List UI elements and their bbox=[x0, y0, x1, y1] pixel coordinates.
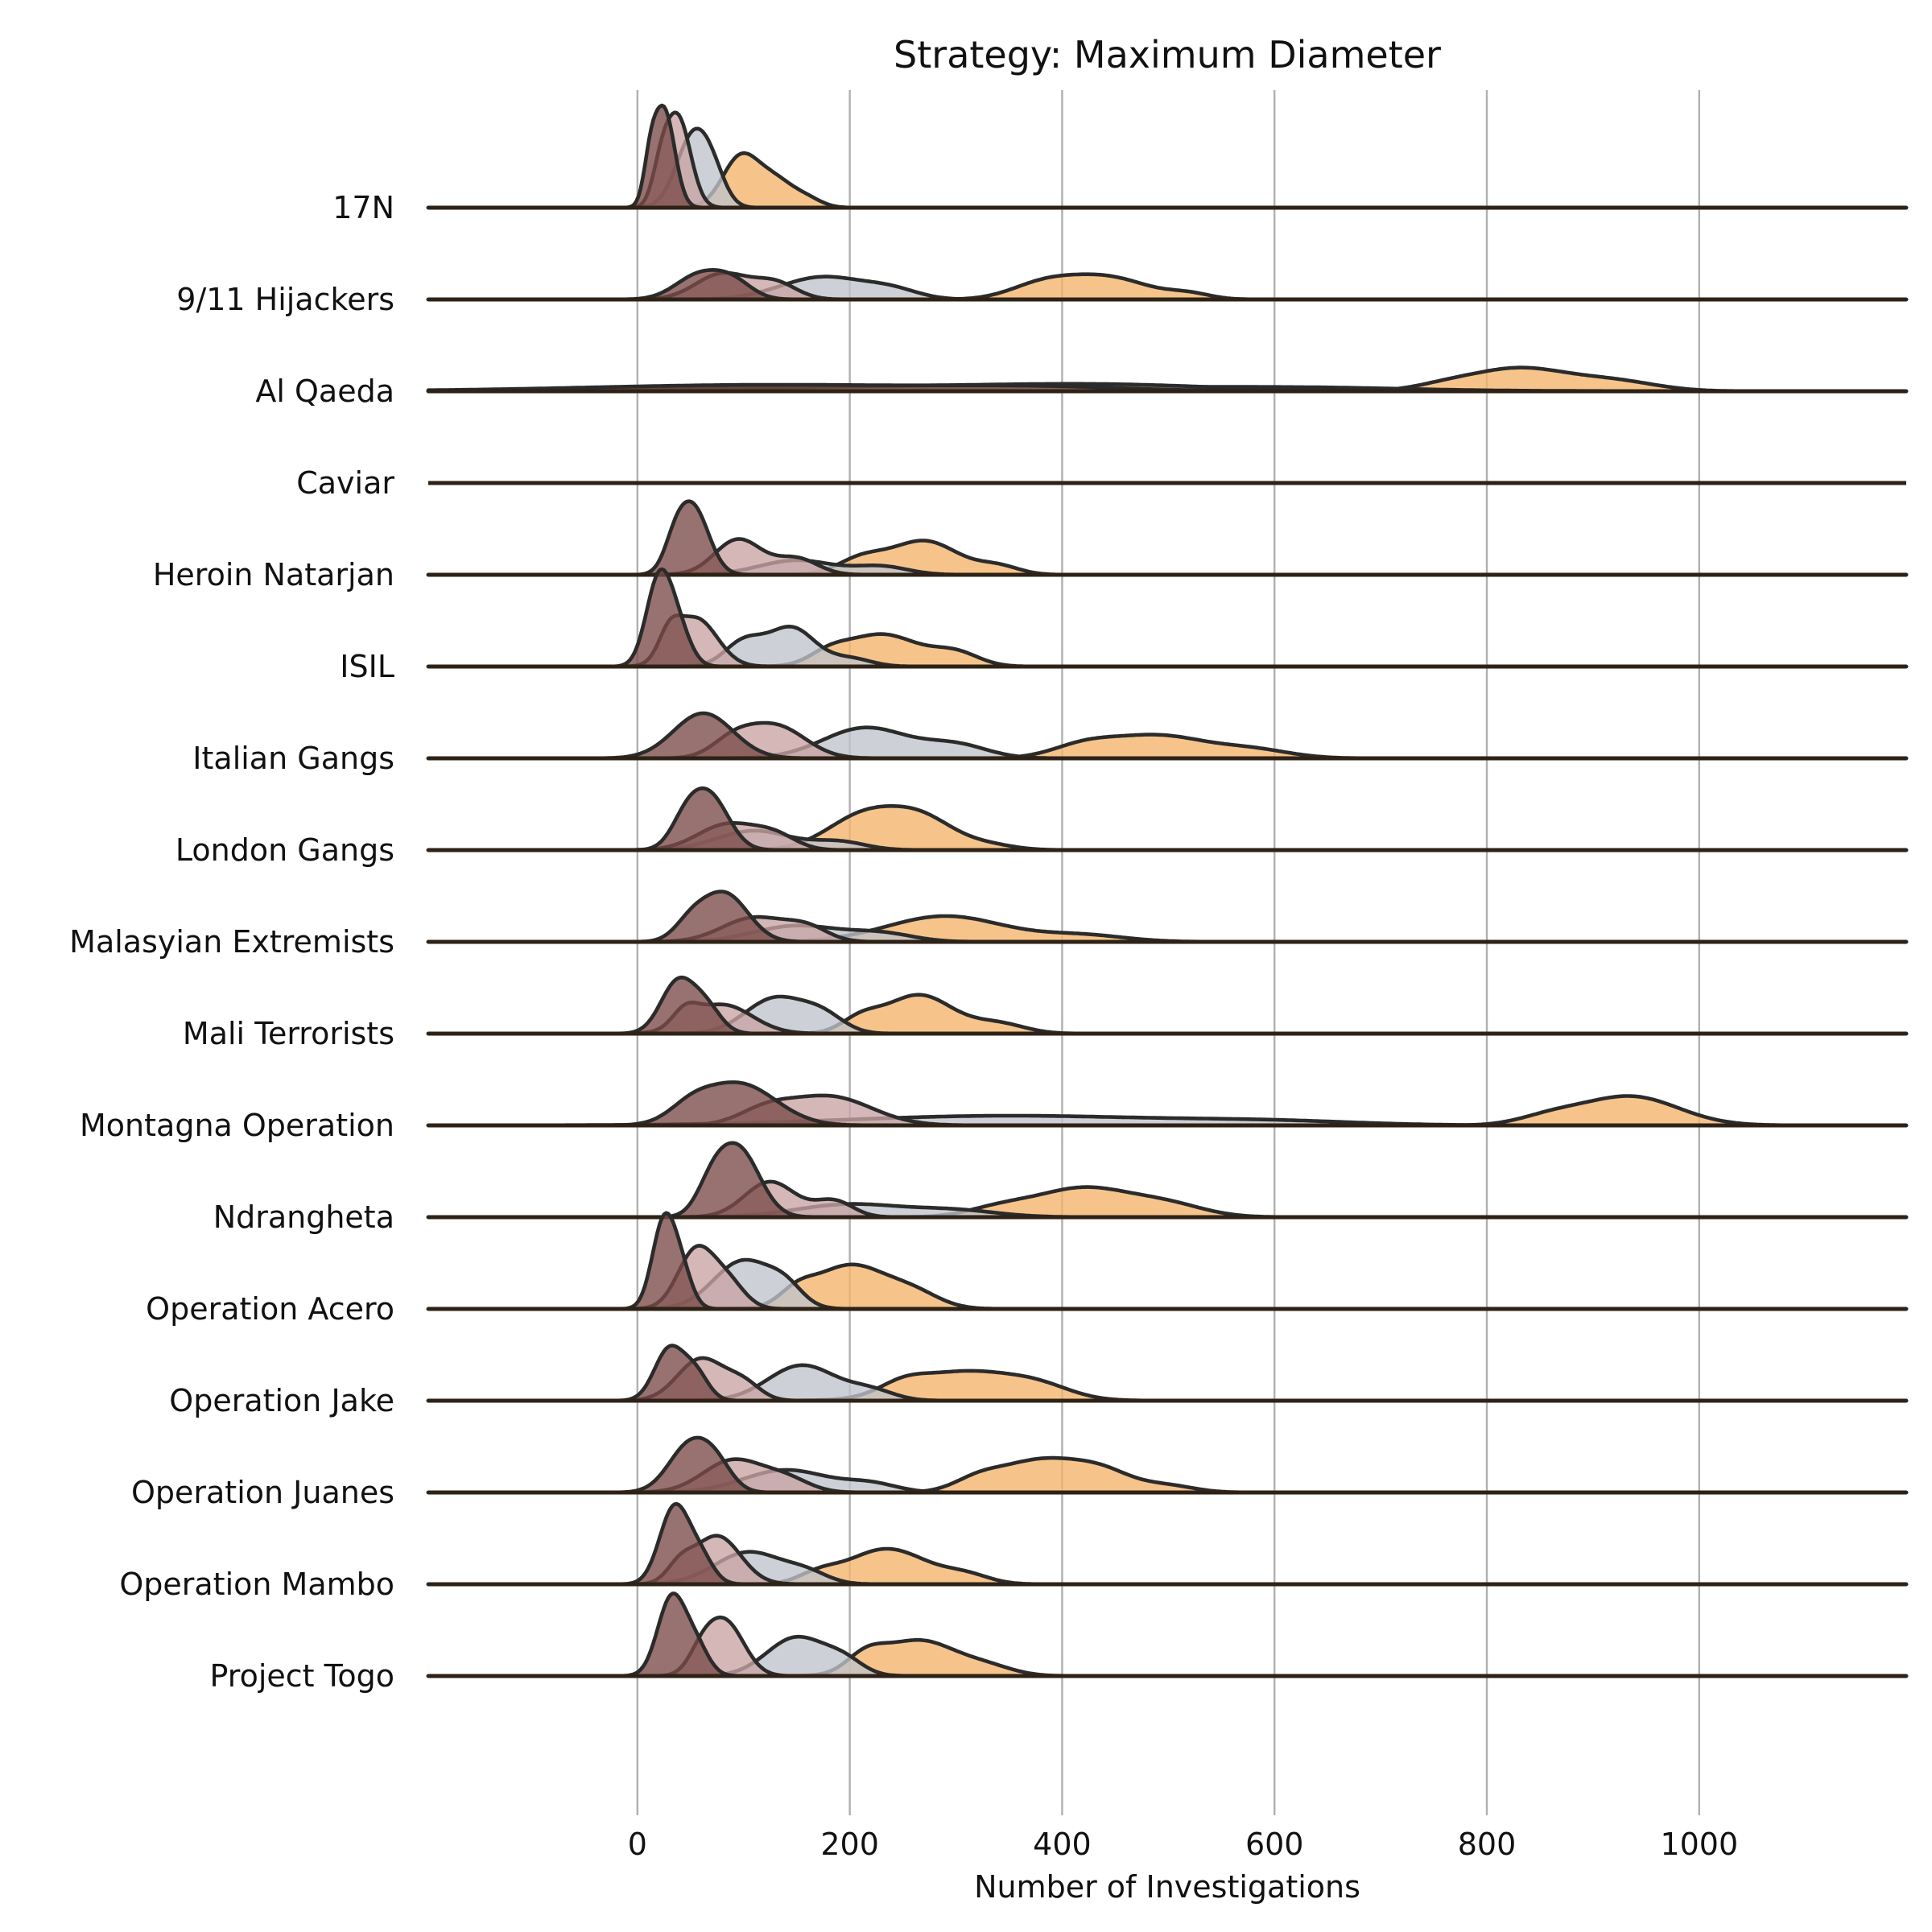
ridge-17n bbox=[426, 103, 1909, 210]
y-tick-label: Operation Jake bbox=[169, 1383, 394, 1418]
x-tick-labels: 0 200 400 600 800 1000 bbox=[628, 1827, 1738, 1862]
y-tick-label: London Gangs bbox=[175, 832, 394, 868]
y-tick-label: Operation Juanes bbox=[131, 1475, 394, 1510]
ridge-mali-terrorists bbox=[426, 975, 1909, 1036]
density-curve-1 bbox=[426, 567, 1909, 669]
y-tick-label: Heroin Natarjan bbox=[153, 557, 394, 592]
x-tick-label: 600 bbox=[1245, 1827, 1304, 1862]
ridge-heroin-natarjan bbox=[426, 499, 1909, 577]
density-curve-1 bbox=[426, 1344, 1909, 1403]
density-curve-2 bbox=[426, 914, 1909, 944]
density-curve-4 bbox=[426, 1185, 1909, 1220]
ridge-operation-acero bbox=[426, 1211, 1909, 1311]
y-tick-label: Malasyian Extremists bbox=[69, 924, 394, 960]
y-tick-labels: 17N 9/11 Hijackers Al Qaeda Caviar Heroin Na… bbox=[69, 190, 394, 1694]
y-tick-label: Operation Mambo bbox=[119, 1567, 394, 1602]
y-tick-label: Operation Acero bbox=[146, 1291, 394, 1327]
x-tick-label: 400 bbox=[1033, 1827, 1092, 1862]
density-curve-1 bbox=[426, 890, 1909, 944]
ridge-operation-juanes bbox=[426, 1435, 1909, 1495]
y-tick-label: Montagna Operation bbox=[80, 1108, 394, 1143]
x-axis-label: Number of Investigations bbox=[974, 1869, 1360, 1905]
y-tick-label: Al Qaeda bbox=[255, 374, 394, 409]
y-tick-label: 9/11 Hijackers bbox=[176, 282, 394, 317]
ridge-operation-jake bbox=[426, 1344, 1909, 1403]
y-tick-label: Project Togo bbox=[210, 1658, 394, 1694]
ridge-ndrangheta bbox=[426, 1141, 1909, 1220]
ridge-al-qaeda bbox=[426, 365, 1909, 394]
chart-title: Strategy: Maximum Diameter bbox=[894, 33, 1441, 76]
y-tick-label: Mali Terrorists bbox=[183, 1016, 394, 1051]
x-tick-label: 1000 bbox=[1660, 1827, 1738, 1862]
density-curve-1 bbox=[426, 786, 1909, 852]
x-tick-label: 800 bbox=[1458, 1827, 1517, 1862]
x-tick-label: 200 bbox=[820, 1827, 879, 1862]
ridge-isil bbox=[426, 567, 1909, 669]
y-tick-label: 17N bbox=[332, 190, 394, 225]
vertical-grid bbox=[636, 90, 1701, 1815]
x-tick-label: 0 bbox=[628, 1827, 647, 1862]
y-tick-label: Ndrangheta bbox=[213, 1199, 394, 1235]
density-curve-1 bbox=[426, 1591, 1909, 1678]
ridge-9-11-hijackers bbox=[426, 268, 1909, 302]
y-tick-label: Caviar bbox=[296, 465, 394, 501]
density-curve-1 bbox=[426, 499, 1909, 577]
density-curve-1 bbox=[426, 1501, 1909, 1587]
density-curve-2 bbox=[426, 821, 1909, 852]
ridge-london-gangs bbox=[426, 786, 1909, 852]
ridge-italian-gangs bbox=[426, 711, 1909, 761]
ridge-montagna-operation bbox=[426, 1080, 1909, 1128]
ridges bbox=[426, 103, 1909, 1678]
density-curve-1 bbox=[426, 1211, 1909, 1311]
ridge-operation-mambo bbox=[426, 1501, 1909, 1587]
density-curve-1 bbox=[426, 103, 1909, 210]
y-tick-label: ISIL bbox=[340, 649, 394, 684]
y-tick-label: Italian Gangs bbox=[192, 741, 394, 776]
density-curve-4 bbox=[426, 914, 1909, 944]
density-curve-1 bbox=[426, 975, 1909, 1036]
ridge-project-togo bbox=[426, 1591, 1909, 1678]
density-curve-4 bbox=[426, 804, 1909, 852]
ridge-malasyian-extremists bbox=[426, 890, 1909, 944]
